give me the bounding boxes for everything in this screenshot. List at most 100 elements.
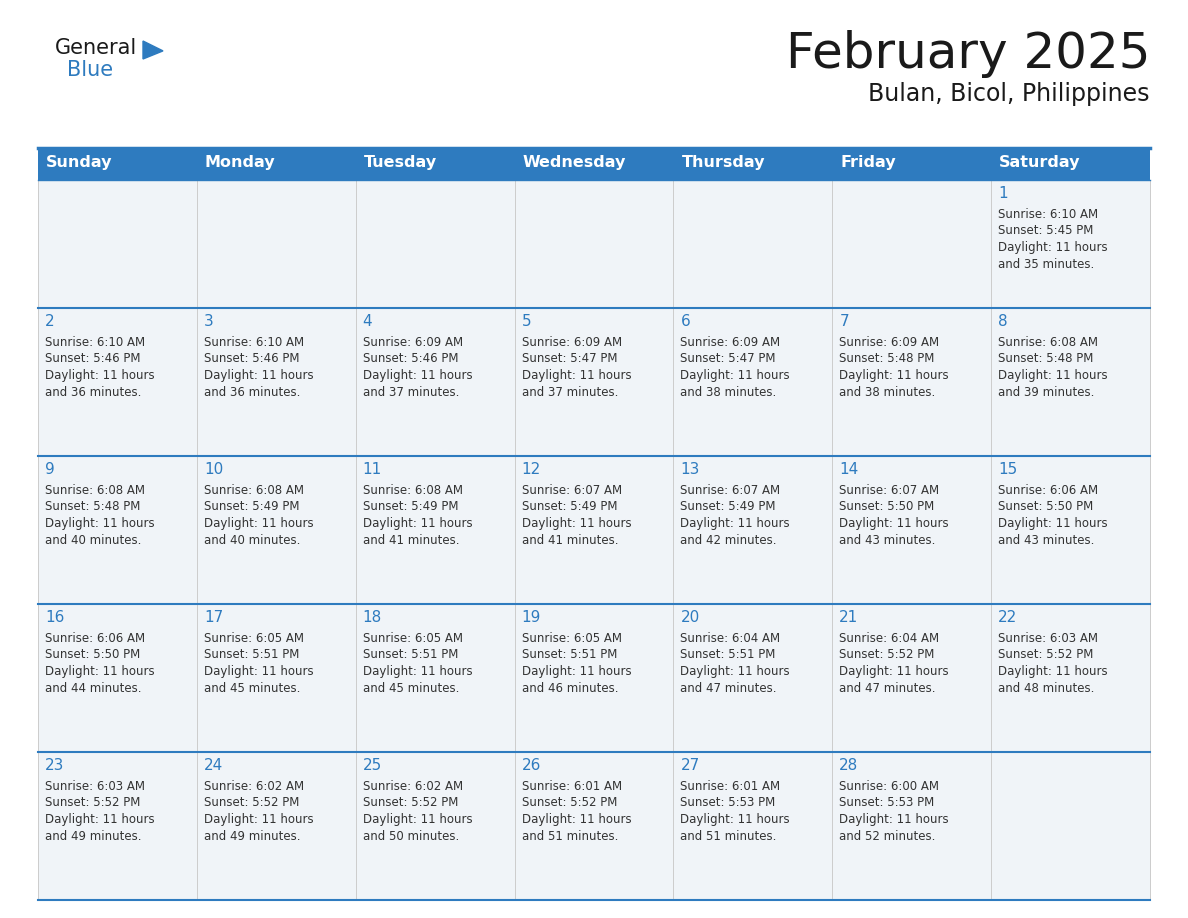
- Text: Sunday: Sunday: [46, 155, 113, 170]
- Text: and 50 minutes.: and 50 minutes.: [362, 830, 459, 843]
- Text: 10: 10: [204, 462, 223, 477]
- Text: Sunset: 5:50 PM: Sunset: 5:50 PM: [839, 500, 935, 513]
- Text: Daylight: 11 hours: Daylight: 11 hours: [204, 665, 314, 678]
- Bar: [514, 604, 674, 752]
- Text: Sunset: 5:49 PM: Sunset: 5:49 PM: [362, 500, 459, 513]
- Text: Daylight: 11 hours: Daylight: 11 hours: [45, 665, 154, 678]
- Bar: [674, 308, 833, 456]
- Text: Sunrise: 6:00 AM: Sunrise: 6:00 AM: [839, 780, 940, 793]
- Text: 26: 26: [522, 758, 541, 773]
- Bar: [674, 604, 833, 752]
- Text: and 40 minutes.: and 40 minutes.: [45, 533, 141, 546]
- Text: and 42 minutes.: and 42 minutes.: [681, 533, 777, 546]
- Text: and 39 minutes.: and 39 minutes.: [998, 386, 1094, 398]
- Text: Sunset: 5:45 PM: Sunset: 5:45 PM: [998, 225, 1093, 238]
- Text: Sunrise: 6:02 AM: Sunrise: 6:02 AM: [204, 780, 304, 793]
- Bar: [991, 604, 1150, 752]
- Text: and 43 minutes.: and 43 minutes.: [998, 533, 1094, 546]
- Bar: [38, 456, 197, 604]
- Text: Sunset: 5:52 PM: Sunset: 5:52 PM: [204, 797, 299, 810]
- Text: Sunset: 5:52 PM: Sunset: 5:52 PM: [839, 648, 935, 662]
- Text: Daylight: 11 hours: Daylight: 11 hours: [998, 369, 1107, 382]
- Text: and 38 minutes.: and 38 minutes.: [681, 386, 777, 398]
- Text: Daylight: 11 hours: Daylight: 11 hours: [998, 665, 1107, 678]
- Text: Sunrise: 6:05 AM: Sunrise: 6:05 AM: [204, 632, 304, 645]
- Text: Sunrise: 6:01 AM: Sunrise: 6:01 AM: [522, 780, 621, 793]
- Text: 4: 4: [362, 314, 372, 329]
- Text: 16: 16: [45, 610, 64, 625]
- Text: and 51 minutes.: and 51 minutes.: [522, 830, 618, 843]
- Bar: [355, 180, 514, 308]
- Text: Daylight: 11 hours: Daylight: 11 hours: [204, 517, 314, 530]
- Text: 1: 1: [998, 186, 1007, 201]
- Text: Sunrise: 6:08 AM: Sunrise: 6:08 AM: [362, 484, 462, 497]
- Text: Sunset: 5:46 PM: Sunset: 5:46 PM: [204, 353, 299, 365]
- Text: 27: 27: [681, 758, 700, 773]
- Text: Daylight: 11 hours: Daylight: 11 hours: [681, 517, 790, 530]
- Text: Daylight: 11 hours: Daylight: 11 hours: [362, 813, 473, 826]
- Text: and 43 minutes.: and 43 minutes.: [839, 533, 936, 546]
- Text: Tuesday: Tuesday: [364, 155, 437, 170]
- Text: Sunrise: 6:06 AM: Sunrise: 6:06 AM: [45, 632, 145, 645]
- Text: and 44 minutes.: and 44 minutes.: [45, 681, 141, 695]
- Text: Daylight: 11 hours: Daylight: 11 hours: [362, 665, 473, 678]
- Text: Sunset: 5:49 PM: Sunset: 5:49 PM: [681, 500, 776, 513]
- Text: and 45 minutes.: and 45 minutes.: [362, 681, 459, 695]
- Bar: [833, 752, 991, 900]
- Text: 23: 23: [45, 758, 64, 773]
- Text: Blue: Blue: [67, 60, 113, 80]
- Text: and 46 minutes.: and 46 minutes.: [522, 681, 618, 695]
- Text: Sunset: 5:51 PM: Sunset: 5:51 PM: [681, 648, 776, 662]
- Text: Thursday: Thursday: [682, 155, 765, 170]
- Text: Daylight: 11 hours: Daylight: 11 hours: [522, 813, 631, 826]
- Text: 17: 17: [204, 610, 223, 625]
- Text: Daylight: 11 hours: Daylight: 11 hours: [362, 517, 473, 530]
- Text: Daylight: 11 hours: Daylight: 11 hours: [839, 665, 949, 678]
- Text: Sunrise: 6:09 AM: Sunrise: 6:09 AM: [362, 336, 463, 349]
- Text: Sunrise: 6:07 AM: Sunrise: 6:07 AM: [522, 484, 621, 497]
- Text: Daylight: 11 hours: Daylight: 11 hours: [681, 813, 790, 826]
- Text: Daylight: 11 hours: Daylight: 11 hours: [522, 369, 631, 382]
- Text: and 51 minutes.: and 51 minutes.: [681, 830, 777, 843]
- Text: 28: 28: [839, 758, 859, 773]
- Text: 14: 14: [839, 462, 859, 477]
- Text: Daylight: 11 hours: Daylight: 11 hours: [45, 517, 154, 530]
- Bar: [197, 752, 355, 900]
- Text: Sunrise: 6:05 AM: Sunrise: 6:05 AM: [522, 632, 621, 645]
- Text: and 49 minutes.: and 49 minutes.: [204, 830, 301, 843]
- Text: 24: 24: [204, 758, 223, 773]
- Text: Sunset: 5:51 PM: Sunset: 5:51 PM: [362, 648, 459, 662]
- Text: Sunset: 5:53 PM: Sunset: 5:53 PM: [681, 797, 776, 810]
- Text: Sunrise: 6:07 AM: Sunrise: 6:07 AM: [681, 484, 781, 497]
- Text: Sunrise: 6:06 AM: Sunrise: 6:06 AM: [998, 484, 1098, 497]
- Text: and 40 minutes.: and 40 minutes.: [204, 533, 301, 546]
- Text: Sunset: 5:53 PM: Sunset: 5:53 PM: [839, 797, 935, 810]
- Text: and 41 minutes.: and 41 minutes.: [522, 533, 618, 546]
- Text: Saturday: Saturday: [999, 155, 1081, 170]
- Text: and 45 minutes.: and 45 minutes.: [204, 681, 301, 695]
- Text: 7: 7: [839, 314, 849, 329]
- Bar: [197, 604, 355, 752]
- Text: Sunrise: 6:10 AM: Sunrise: 6:10 AM: [45, 336, 145, 349]
- Text: Sunrise: 6:09 AM: Sunrise: 6:09 AM: [522, 336, 621, 349]
- Bar: [514, 752, 674, 900]
- Bar: [355, 308, 514, 456]
- Text: Sunrise: 6:10 AM: Sunrise: 6:10 AM: [998, 208, 1098, 221]
- Bar: [38, 604, 197, 752]
- Text: Sunrise: 6:05 AM: Sunrise: 6:05 AM: [362, 632, 462, 645]
- Text: Sunset: 5:52 PM: Sunset: 5:52 PM: [998, 648, 1093, 662]
- Text: Daylight: 11 hours: Daylight: 11 hours: [839, 813, 949, 826]
- Text: and 49 minutes.: and 49 minutes.: [45, 830, 141, 843]
- Text: Monday: Monday: [204, 155, 276, 170]
- Text: Daylight: 11 hours: Daylight: 11 hours: [681, 369, 790, 382]
- Text: Friday: Friday: [840, 155, 896, 170]
- Text: Daylight: 11 hours: Daylight: 11 hours: [362, 369, 473, 382]
- Text: 9: 9: [45, 462, 55, 477]
- Bar: [991, 308, 1150, 456]
- Bar: [833, 308, 991, 456]
- Text: and 52 minutes.: and 52 minutes.: [839, 830, 936, 843]
- Text: Sunrise: 6:01 AM: Sunrise: 6:01 AM: [681, 780, 781, 793]
- Bar: [674, 456, 833, 604]
- Text: Daylight: 11 hours: Daylight: 11 hours: [45, 369, 154, 382]
- Bar: [38, 752, 197, 900]
